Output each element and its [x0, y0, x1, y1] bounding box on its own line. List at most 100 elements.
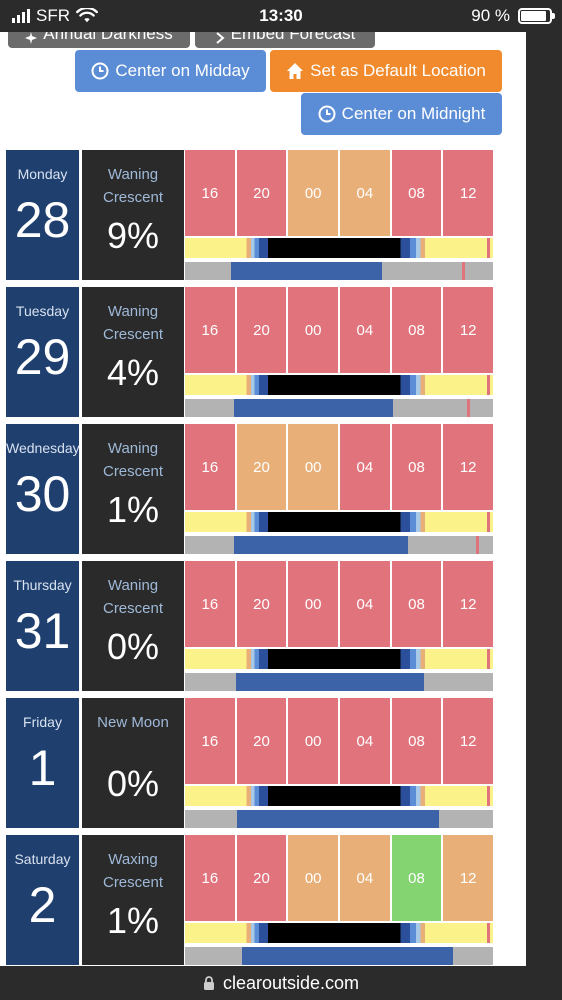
moon-phase-box: Waning Crescent 0% — [82, 561, 184, 691]
moon-bar — [185, 810, 493, 828]
center-midnight-button[interactable]: Center on Midnight — [301, 93, 502, 135]
hour-cell[interactable]: 00 — [288, 561, 339, 647]
hour-cell[interactable]: 04 — [340, 698, 390, 784]
moon-phase: Waxing Crescent — [102, 851, 164, 891]
center-midnight-label: Center on Midnight — [341, 104, 486, 123]
moon-bar — [185, 673, 493, 691]
hour-cell[interactable]: 08 — [391, 287, 442, 373]
hour-cell[interactable]: 20 — [236, 698, 287, 784]
hour-cell[interactable]: 08 — [391, 424, 442, 510]
moon-illumination: 1% — [106, 489, 160, 530]
hour-cell[interactable]: 12 — [443, 561, 494, 647]
hour-cell[interactable]: 20 — [236, 835, 287, 921]
hour-cell[interactable]: 16 — [185, 561, 235, 647]
signal-icon — [12, 9, 30, 23]
hour-cell[interactable]: 00 — [288, 424, 339, 510]
day-number: 29 — [14, 329, 71, 385]
moon-illumination: 0% — [106, 626, 160, 667]
url-bar[interactable]: clearoutside.com — [0, 966, 562, 1000]
wifi-icon — [76, 8, 98, 23]
hourly-forecast: 16 20 00 04 08 12 — [185, 150, 494, 236]
moon-phase-box: New Moon 0% — [82, 698, 184, 828]
hour-cell[interactable]: 20 — [236, 424, 287, 510]
moon-up-segment — [231, 262, 383, 280]
moon-bar — [185, 536, 493, 554]
hour-cell[interactable]: 04 — [340, 150, 390, 236]
moon-phase: New Moon — [97, 714, 169, 731]
hour-cell[interactable]: 08 — [391, 561, 442, 647]
moon-star-icon — [25, 32, 38, 44]
moon-phase-box: Waning Crescent 9% — [82, 150, 184, 280]
hour-cell[interactable]: 16 — [185, 150, 235, 236]
clock-icon — [91, 62, 109, 80]
hour-cell[interactable]: 04 — [340, 835, 390, 921]
annual-darkness-button[interactable]: Annual Darkness — [8, 32, 190, 48]
day-row: Thursday 31 Waning Crescent 0% 16 20 00 04 0… — [6, 561, 494, 691]
hour-cell[interactable]: 16 — [185, 835, 235, 921]
hour-cell[interactable]: 20 — [236, 287, 287, 373]
day-row: Saturday 2 Waxing Crescent 1% 16 20 00 04 08… — [6, 835, 494, 965]
day-row: Wednesday 30 Waning Crescent 1% 16 20 00 04… — [6, 424, 494, 554]
hour-cell[interactable]: 00 — [288, 287, 339, 373]
center-midday-label: Center on Midday — [115, 61, 250, 80]
default-location-label: Set as Default Location — [310, 61, 486, 80]
day-name: Monday — [17, 166, 68, 182]
hour-cell[interactable]: 12 — [443, 835, 494, 921]
hour-cell[interactable]: 04 — [340, 424, 390, 510]
hour-cell[interactable]: 20 — [236, 150, 287, 236]
hour-cell[interactable]: 16 — [185, 424, 235, 510]
date-box: Wednesday 30 — [6, 424, 80, 554]
moon-bar-marker — [466, 399, 470, 417]
day-row: Tuesday 29 Waning Crescent 4% 16 20 00 04 08… — [6, 287, 494, 417]
hour-cell[interactable]: 20 — [236, 561, 287, 647]
day-name: Tuesday — [15, 303, 70, 319]
darkness-bar — [185, 786, 493, 806]
moon-illumination: 4% — [106, 352, 160, 393]
moon-bar-marker — [476, 536, 480, 554]
battery-fill — [521, 11, 547, 21]
lock-icon — [203, 975, 214, 990]
hour-cell[interactable]: 04 — [340, 561, 390, 647]
hour-cell[interactable]: 12 — [443, 150, 494, 236]
hour-cell[interactable]: 04 — [340, 287, 390, 373]
hour-cell[interactable]: 16 — [185, 698, 235, 784]
center-midday-button[interactable]: Center on Midday — [75, 50, 266, 92]
hour-cell[interactable]: 00 — [288, 835, 339, 921]
url-text: clearoutside.com — [222, 972, 360, 993]
hour-cell[interactable]: 08 — [391, 150, 442, 236]
date-box: Tuesday 29 — [6, 287, 79, 417]
battery-percent: 90 % — [471, 6, 510, 25]
status-bar: SFR 13:30 90 % — [0, 0, 562, 32]
embed-forecast-button[interactable]: Embed Forecast — [195, 32, 375, 48]
day-name: Wednesday — [6, 440, 80, 456]
default-location-button[interactable]: Set as Default Location — [270, 50, 502, 92]
home-icon — [287, 63, 304, 79]
darkness-bar — [185, 512, 493, 532]
hour-cell[interactable]: 08 — [391, 835, 442, 921]
day-name: Saturday — [14, 851, 71, 867]
hourly-forecast: 16 20 00 04 08 12 — [185, 287, 494, 373]
moon-phase-box: Waning Crescent 1% — [82, 424, 184, 554]
hour-cell[interactable]: 12 — [443, 287, 494, 373]
day-number: 2 — [28, 877, 57, 933]
moon-up-segment — [234, 399, 393, 417]
hour-cell[interactable]: 12 — [443, 698, 494, 784]
day-row: Monday 28 Waning Crescent 9% 16 20 00 04 08 1… — [6, 150, 494, 280]
day-row: Friday 1 New Moon 0% 16 20 00 04 08 12 — [6, 698, 494, 828]
moon-up-segment — [235, 673, 424, 691]
hour-cell[interactable]: 08 — [391, 698, 442, 784]
moon-up-segment — [237, 810, 440, 828]
moon-phase: Waning Crescent — [102, 166, 164, 206]
chevron-right-icon — [215, 32, 225, 44]
embed-forecast-label: Embed Forecast — [230, 32, 356, 43]
darkness-bar — [185, 649, 493, 669]
hour-cell[interactable]: 00 — [288, 698, 339, 784]
hour-cell[interactable]: 12 — [443, 424, 494, 510]
day-number: 28 — [14, 192, 71, 248]
annual-darkness-label: Annual Darkness — [43, 32, 173, 43]
date-box: Monday 28 — [6, 150, 79, 280]
carrier-label: SFR — [36, 6, 70, 25]
moon-bar — [185, 399, 493, 417]
hour-cell[interactable]: 16 — [185, 287, 235, 373]
hour-cell[interactable]: 00 — [288, 150, 339, 236]
